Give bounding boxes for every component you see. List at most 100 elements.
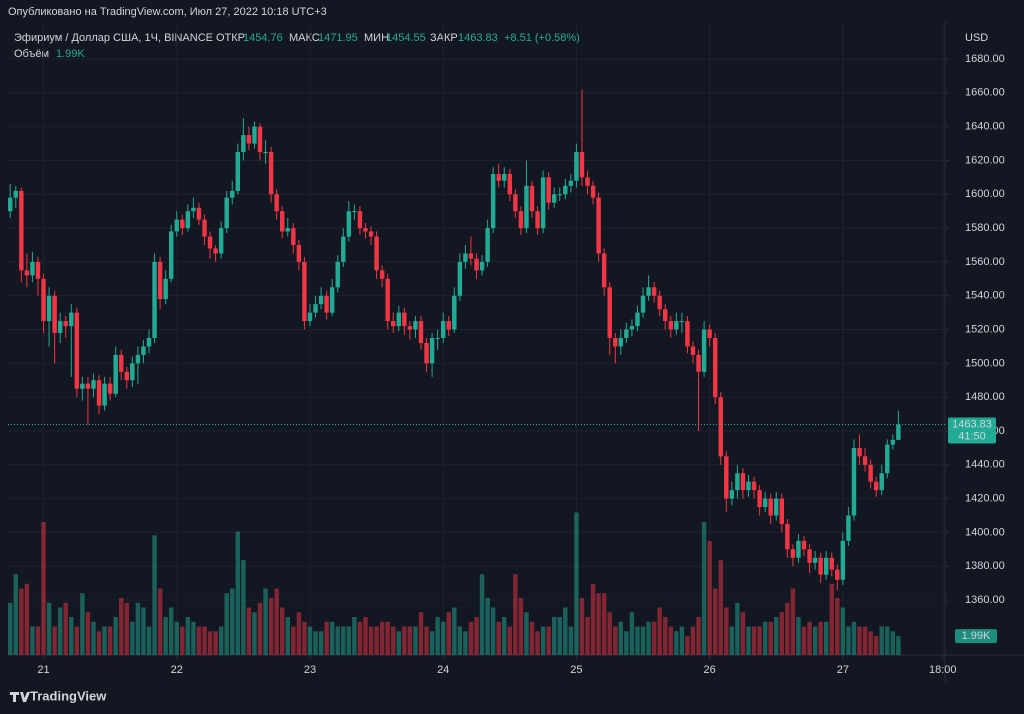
candle-body: [41, 278, 46, 322]
volume-bar: [341, 626, 346, 655]
volume-bar: [890, 631, 896, 655]
volume-bar: [335, 626, 340, 655]
candle-body: [518, 211, 524, 229]
candle-body: [80, 383, 85, 389]
volume-bar: [346, 626, 352, 655]
volume-bar: [69, 617, 74, 655]
volume-bar: [235, 531, 241, 655]
volume-bar: [746, 626, 751, 655]
candle-body: [435, 337, 440, 339]
candle-body: [279, 211, 285, 232]
x-tick-label: 25: [570, 664, 582, 676]
candle-body: [146, 337, 152, 347]
volume-bar: [668, 626, 674, 655]
y-tick-label: 1500.00: [965, 357, 1005, 369]
y-tick-label: 1440.00: [965, 459, 1005, 471]
volume-bar: [74, 626, 80, 655]
candle-body: [107, 383, 113, 394]
volume-bar: [735, 602, 740, 655]
candle-body: [452, 295, 457, 330]
volume-bar: [601, 593, 607, 655]
volume-bar: [618, 621, 624, 655]
volume-bar: [685, 636, 690, 655]
volume-label: Объём: [14, 48, 49, 60]
candle-body: [474, 258, 479, 271]
candle-body: [651, 287, 657, 296]
candle-body: [457, 261, 463, 296]
candle-body: [846, 515, 851, 541]
volume-bar: [690, 626, 696, 655]
volume-bar: [207, 631, 213, 655]
volume-bar: [724, 607, 729, 655]
candle-body: [635, 312, 640, 327]
volume-bar: [862, 626, 868, 655]
candle-body: [740, 473, 746, 491]
volume-bar: [241, 560, 246, 655]
volume-bar: [613, 626, 618, 655]
low-label: МИН: [364, 32, 389, 44]
candle-body: [74, 312, 80, 389]
volume-bar: [252, 612, 257, 655]
candle-body: [590, 185, 596, 198]
candle-body: [429, 337, 435, 364]
volume-bar: [96, 631, 102, 655]
volume-bar: [130, 621, 135, 655]
candle-body: [91, 380, 96, 389]
volume-bar: [318, 631, 324, 655]
volume-bar: [762, 621, 768, 655]
candle-body: [407, 326, 413, 330]
y-tick-label: 1540.00: [965, 290, 1005, 302]
volume-bar: [785, 602, 790, 655]
candle-body: [52, 295, 57, 333]
candle-body: [574, 152, 579, 181]
high-value: 1471.95: [318, 32, 358, 44]
candle-body: [124, 371, 130, 381]
volume-bar: [674, 631, 679, 655]
volume-bar: [474, 617, 479, 655]
volume-bar: [8, 602, 13, 655]
candle-body: [285, 228, 290, 232]
volume-bar: [329, 621, 335, 655]
candle-body: [218, 228, 224, 254]
candle-body: [701, 329, 707, 372]
candle-body: [668, 321, 674, 330]
volume-bar: [440, 621, 446, 655]
candle-body: [646, 287, 651, 296]
volume-bar: [63, 602, 68, 655]
volume-bar: [13, 574, 18, 655]
volume-bar: [174, 621, 179, 655]
candle-body: [679, 321, 685, 323]
volume-bar: [291, 626, 296, 655]
candle-body: [152, 261, 157, 338]
candle-body: [274, 194, 279, 212]
volume-bar: [712, 588, 718, 655]
candle-body: [712, 337, 718, 398]
volume-bar: [296, 612, 302, 655]
candle-body: [69, 312, 74, 327]
volume-bar: [119, 598, 124, 655]
candle-body: [180, 219, 185, 229]
candle-body: [796, 540, 801, 558]
volume-bar: [796, 617, 801, 655]
y-tick-label: 1420.00: [965, 493, 1005, 505]
volume-bar: [801, 626, 807, 655]
candle-body: [119, 354, 124, 372]
volume-bar: [557, 617, 562, 655]
candle-body: [135, 354, 141, 364]
volume-bar: [823, 621, 829, 655]
volume-bar: [751, 626, 757, 655]
candle-body: [346, 211, 352, 237]
candle-body: [835, 569, 840, 580]
candle-body: [674, 321, 679, 330]
candle-body: [729, 490, 735, 499]
volume-bar: [413, 626, 418, 655]
volume-bar: [263, 588, 268, 655]
candle-body: [896, 424, 901, 440]
candle-body: [624, 329, 629, 338]
candle-body: [890, 439, 896, 445]
volume-bar: [418, 612, 424, 655]
volume-bar: [540, 626, 546, 655]
candle-body: [490, 173, 496, 229]
candle-body: [657, 295, 662, 310]
